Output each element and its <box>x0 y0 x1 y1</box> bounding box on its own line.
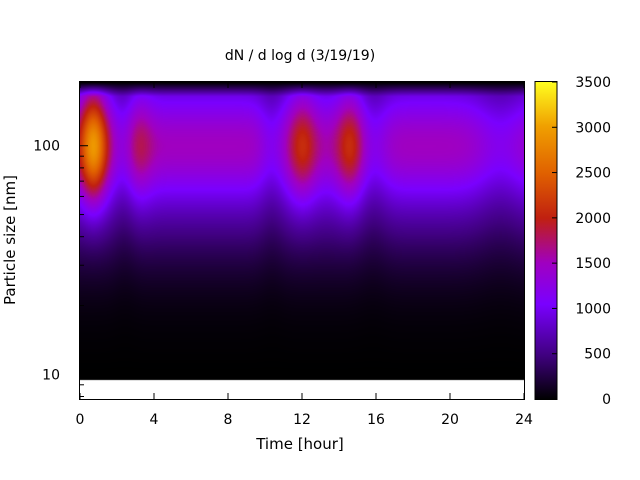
x-tick-label: 0 <box>76 412 85 428</box>
y-tick-label: 100 <box>33 139 60 155</box>
colorbar-tick-label: 3000 <box>575 120 611 136</box>
colorbar-tick-label: 2500 <box>575 166 611 182</box>
x-tick-label: 8 <box>224 412 233 428</box>
colorbar-tick-label: 2000 <box>575 211 611 227</box>
colorbar-axis: 0 500 1000 1500 2000 2500 3000 3500 <box>552 75 611 408</box>
y-axis: 10 100 <box>33 139 88 397</box>
y-tick-label: 10 <box>42 367 60 383</box>
x-axis-label: Time [hour] <box>255 435 344 453</box>
chart-title: dN / d log d (3/19/19) <box>225 48 375 64</box>
x-tick-label: 24 <box>515 412 533 428</box>
colorbar-tick-label: 0 <box>602 392 611 408</box>
y-axis-label: Particle size [nm] <box>1 175 19 305</box>
colorbar-tick-label: 1000 <box>575 301 611 317</box>
heatmap-canvas <box>80 82 524 399</box>
x-tick-label: 12 <box>293 412 311 428</box>
x-tick-label: 16 <box>367 412 385 428</box>
x-tick-label: 4 <box>150 412 159 428</box>
x-axis: 0 4 8 12 16 20 24 <box>76 82 533 428</box>
colorbar-tick-label: 1500 <box>575 256 611 272</box>
x-tick-label: 20 <box>441 412 459 428</box>
colorbar <box>534 81 558 400</box>
plot-frame <box>79 81 525 400</box>
colorbar-tick-label: 500 <box>584 347 611 363</box>
colorbar-tick-label: 3500 <box>575 75 611 91</box>
